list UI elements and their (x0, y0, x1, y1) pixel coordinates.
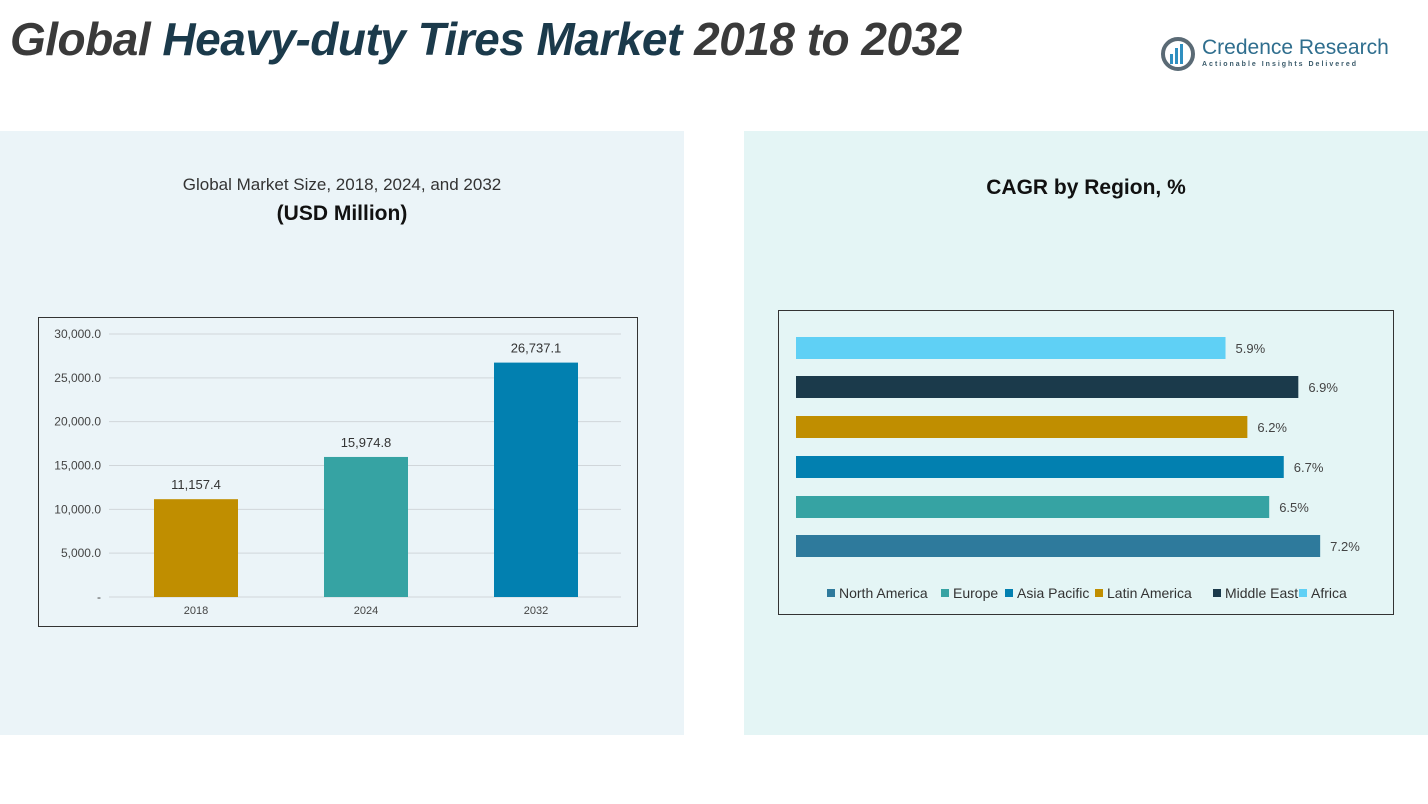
logo-tagline: Actionable Insights Delivered (1202, 61, 1359, 68)
data-label: 15,974.8 (341, 435, 392, 450)
y-tick-label: 30,000.0 (54, 327, 101, 341)
y-tick-label: 15,000.0 (54, 459, 101, 473)
cagr-chart: 7.2% 6.5% 6.7% 6.2% 6.9% 5.9% North America Eur… (796, 337, 1360, 601)
x-tick-label: 2032 (524, 605, 548, 617)
logo: Credence Research Actionable Insights De… (1160, 36, 1400, 76)
data-label: 11,157.4 (171, 477, 221, 492)
x-tick-label: 2024 (354, 605, 378, 617)
bar-north-america (796, 535, 1321, 557)
legend-swatch (1299, 589, 1307, 597)
market-size-chart-subtitle: (USD Million) (276, 202, 408, 225)
legend-label: Europe (953, 585, 998, 601)
data-label: 26,737.1 (511, 341, 562, 356)
logo-name: Credence Research (1202, 36, 1389, 59)
cagr-chart-title: CAGR by Region, % (986, 176, 1186, 199)
legend-swatch (1095, 589, 1103, 597)
y-tick-label: 20,000.0 (54, 415, 101, 429)
market-size-chart-frame: - 5,000.0 10,000.0 15,000.0 20,000.0 25,000.0… (38, 317, 638, 627)
bar-2024 (324, 456, 408, 597)
bar-latin-america (796, 416, 1248, 438)
legend-label: Africa (1311, 585, 1347, 601)
legend-swatch (941, 589, 949, 597)
x-tick-label: 2018 (184, 605, 208, 617)
bar-2018 (154, 499, 238, 597)
data-label: 6.7% (1294, 460, 1324, 475)
market-size-chart-title: Global Market Size, 2018, 2024, and 2032 (182, 175, 502, 194)
data-label: 6.5% (1279, 500, 1309, 515)
cagr-chart-frame: 7.2% 6.5% 6.7% 6.2% 6.9% 5.9% North America Eur… (778, 310, 1394, 615)
data-label: 6.2% (1257, 420, 1287, 435)
market-size-chart: - 5,000.0 10,000.0 15,000.0 20,000.0 25,000.0… (54, 327, 621, 617)
legend-label: Middle East (1225, 585, 1298, 601)
bar-africa (796, 337, 1226, 359)
bar-europe (796, 496, 1270, 518)
legend-swatch (827, 589, 835, 597)
y-tick-label: 25,000.0 (54, 371, 101, 385)
bar-chart-circle-icon (1161, 37, 1195, 71)
legend-label: Latin America (1107, 585, 1192, 601)
y-tick-label: 5,000.0 (61, 546, 101, 560)
data-label: 6.9% (1308, 380, 1338, 395)
legend-label: Asia Pacific (1017, 585, 1089, 601)
legend-swatch (1005, 589, 1013, 597)
legend-swatch (1213, 589, 1221, 597)
data-label: 7.2% (1330, 539, 1360, 554)
page-title: Global Heavy-duty Tires Market 2018 to 2… (10, 13, 962, 65)
y-tick-label: 10,000.0 (54, 502, 101, 516)
y-tick-label: - (97, 590, 101, 604)
data-label: 5.9% (1236, 341, 1266, 356)
legend-label: North America (839, 585, 928, 601)
bar-asia-pacific (796, 456, 1284, 478)
bar-2032 (494, 362, 578, 597)
bar-middle-east (796, 376, 1299, 398)
